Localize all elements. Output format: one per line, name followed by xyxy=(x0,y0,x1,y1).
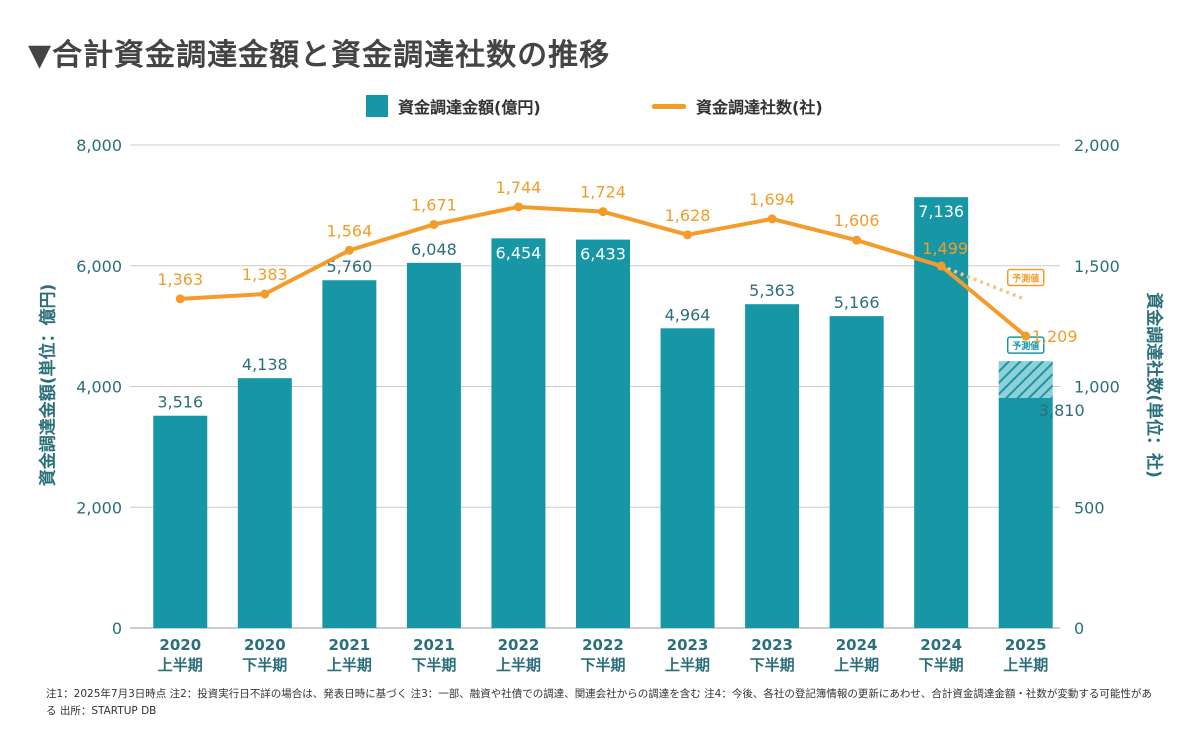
x-tick-label-half: 上半期 xyxy=(834,656,879,674)
bar xyxy=(322,280,377,628)
forecast-badge-bar-label: 予測値 xyxy=(1012,340,1039,352)
x-tick-label-year: 2020 xyxy=(159,636,201,654)
x-tick-label-half: 下半期 xyxy=(919,656,964,674)
line-point xyxy=(429,219,439,229)
line-value-label: 1,564 xyxy=(326,221,372,240)
bar-value-label: 3,810 xyxy=(1039,401,1085,420)
x-tick-label-half: 上半期 xyxy=(158,656,203,674)
line-point xyxy=(852,235,862,245)
y-right-tick-label: 1,000 xyxy=(1074,378,1120,397)
x-tick-label-half: 上半期 xyxy=(665,656,710,674)
y-axis-right: 0 500 1,000 1,500 2,000 xyxy=(1074,136,1120,638)
bar-value-label: 5,166 xyxy=(834,293,880,312)
bar xyxy=(491,238,546,628)
x-tick-label-half: 上半期 xyxy=(1003,656,1048,674)
line-forecast-dashed xyxy=(940,264,1027,302)
x-tick-label-half: 下半期 xyxy=(750,656,795,674)
y-right-tick-label: 2,000 xyxy=(1074,136,1120,155)
bar xyxy=(406,262,461,628)
y-left-tick-label: 6,000 xyxy=(76,257,122,276)
bar-series: 3,516 4,138 5,760 6,048 6,454 6,433 4,964 5,363… xyxy=(153,197,1085,629)
bar xyxy=(576,239,630,629)
bar-value-label: 4,964 xyxy=(665,305,711,324)
bar xyxy=(745,304,800,628)
y-axis-left: 0 2,000 4,000 6,000 8,000 xyxy=(76,136,122,638)
bar-value-label: 3,516 xyxy=(157,393,203,412)
y-right-tick-label: 500 xyxy=(1074,498,1105,517)
line-value-label: 1,628 xyxy=(665,206,711,225)
x-tick-label-year: 2025 xyxy=(1005,636,1047,654)
legend-swatch-bar xyxy=(366,95,388,117)
legend: 資金調達金額(億円) 資金調達社数(社) xyxy=(0,94,1200,124)
page-title: ▼合計資金調達金額と資金調達社数の推移 xyxy=(28,38,611,73)
bar-value-label: 6,048 xyxy=(411,240,457,259)
footnotes: 注1：2025年7月3日時点 注2：投資実行日不詳の場合は、発表日時に基づく 注… xyxy=(46,688,1152,717)
y-left-tick-label: 4,000 xyxy=(76,378,122,397)
line-point xyxy=(598,207,608,217)
line-point xyxy=(175,294,185,304)
x-tick-label-year: 2021 xyxy=(328,636,370,654)
line-value-label: 1,694 xyxy=(749,190,795,209)
line-point xyxy=(1021,331,1031,341)
legend-label-amount: 資金調達金額(億円) xyxy=(398,98,541,117)
line-point xyxy=(513,202,523,212)
bar-value-label: 6,454 xyxy=(496,243,542,262)
bar-forecast-hatch xyxy=(998,361,1053,398)
x-tick-label-year: 2024 xyxy=(836,636,878,654)
x-tick-label-year: 2022 xyxy=(582,636,624,654)
forecast-badge-line-label: 予測値 xyxy=(1012,273,1039,285)
x-tick-label-year: 2023 xyxy=(751,636,793,654)
bar-value-label: 5,760 xyxy=(326,257,372,276)
x-tick-label-half: 上半期 xyxy=(496,656,541,674)
line-series: 予測値 1,363 1,383 1,564 1,671 1,744 1,724 1,628 1,… xyxy=(157,178,1077,346)
legend-item-amount: 資金調達金額(億円) xyxy=(366,94,541,118)
x-tick-label-year: 2020 xyxy=(244,636,286,654)
line-value-label: 1,724 xyxy=(580,183,626,202)
line-point xyxy=(344,245,354,255)
line-point xyxy=(683,230,693,240)
y-right-tick-label: 1,500 xyxy=(1074,257,1120,276)
bar xyxy=(660,328,715,628)
x-tick-label-half: 下半期 xyxy=(242,656,287,674)
x-tick-label-year: 2021 xyxy=(413,636,455,654)
bar-value-label: 5,363 xyxy=(749,281,795,300)
x-tick-label-half: 上半期 xyxy=(327,656,372,674)
x-tick-label-year: 2024 xyxy=(920,636,962,654)
line-value-label: 1,606 xyxy=(834,211,880,230)
legend-label-count: 資金調達社数(社) xyxy=(696,98,823,117)
line-value-label: 1,499 xyxy=(922,239,968,258)
bar xyxy=(829,316,884,628)
x-tick-label-year: 2022 xyxy=(498,636,540,654)
y-left-tick-label: 0 xyxy=(112,619,122,638)
x-tick-label-half: 下半期 xyxy=(580,656,625,674)
line-value-label: 1,383 xyxy=(242,265,288,284)
y-right-tick-label: 0 xyxy=(1074,619,1084,638)
legend-swatch-line xyxy=(652,103,686,109)
line-value-label: 1,744 xyxy=(496,178,542,197)
forecast-badge-line xyxy=(1006,268,1045,287)
line-value-label: 1,363 xyxy=(157,270,203,289)
bar xyxy=(998,397,1053,628)
bar-value-label: 4,138 xyxy=(242,355,288,374)
bar-value-label: 7,136 xyxy=(918,202,964,221)
legend-item-count: 資金調達社数(社) xyxy=(652,94,823,118)
x-tick-label-year: 2023 xyxy=(667,636,709,654)
x-axis: 2020 上半期 2020 下半期 2021 上半期 2021 下半期 2022 上半期 2022 下… xyxy=(158,636,1048,674)
line-point xyxy=(767,214,777,224)
x-tick-label-half: 下半期 xyxy=(411,656,456,674)
bar xyxy=(153,415,208,628)
bar-value-label: 6,433 xyxy=(580,245,626,264)
y-left-tick-label: 2,000 xyxy=(76,498,122,517)
line-value-label: 1,209 xyxy=(1032,327,1078,346)
line-value-label: 1,671 xyxy=(411,195,457,214)
bar xyxy=(237,378,292,628)
line-point xyxy=(260,289,270,299)
y-left-tick-label: 8,000 xyxy=(76,136,122,155)
line-point xyxy=(936,261,946,271)
